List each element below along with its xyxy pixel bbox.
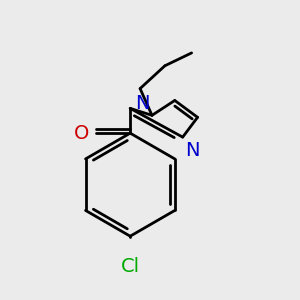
Text: Cl: Cl: [121, 257, 140, 276]
Text: N: N: [185, 141, 199, 160]
Text: O: O: [74, 124, 90, 143]
Text: N: N: [136, 94, 150, 113]
